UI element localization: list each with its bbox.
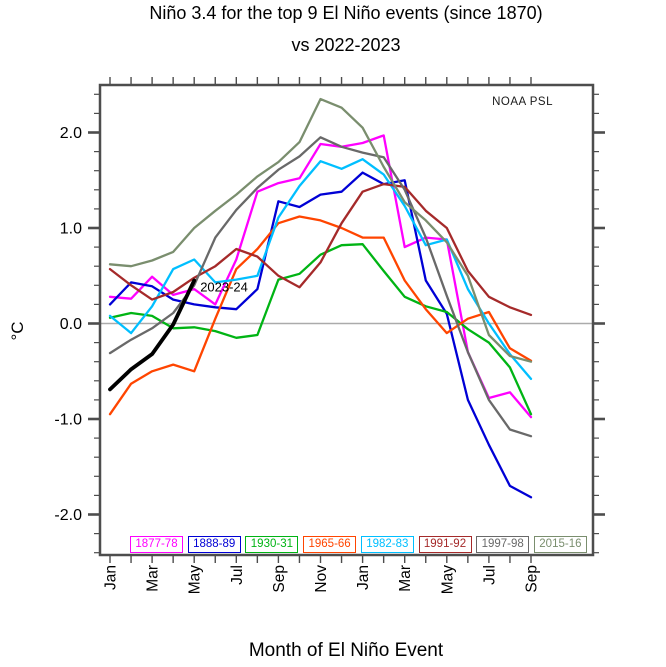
series-line-2015-16	[108, 97, 533, 363]
y-tick-label: 2.0	[60, 125, 82, 142]
x-tick-label: Mar	[145, 565, 162, 592]
watermark-noaa-psl: NOAA PSL	[492, 96, 553, 108]
legend-item-1982-83: 1982-83	[360, 536, 414, 553]
series-line-2023-24	[108, 278, 197, 392]
x-tick-label: May	[187, 565, 204, 595]
x-tick-label: May	[439, 565, 456, 595]
series-line-1997-98	[108, 136, 533, 438]
y-tick-label: -2.0	[54, 507, 82, 524]
legend-item-1991-92: 1991-92	[418, 536, 472, 553]
x-tick-label: Jul	[229, 565, 246, 585]
series-line-1877-78	[108, 134, 533, 419]
series-line-1982-83	[108, 158, 533, 381]
series-line-1991-92	[108, 182, 533, 317]
legend-item-2015-16: 2015-16	[533, 536, 587, 553]
x-axis-title: Month of El Niño Event	[248, 640, 444, 661]
y-axis-title: °C	[8, 321, 27, 341]
legend-item-1877-78: 1877-78	[130, 536, 183, 553]
x-tick-label: Mar	[397, 565, 414, 592]
plot-frame	[98, 83, 595, 557]
y-tick-label: 0.0	[60, 316, 82, 333]
x-tick-label: Sep	[271, 565, 288, 593]
series-annotation: 2023-24	[200, 280, 248, 295]
x-tick-label: Jul	[481, 565, 498, 585]
chart-title-line1: Niño 3.4 for the top 9 El Niño events (s…	[149, 3, 543, 23]
chart-title-line2: vs 2022-2023	[291, 35, 401, 55]
y-tick-label: 1.0	[60, 221, 82, 238]
series-line-1888-89	[108, 171, 533, 499]
legend-item-1997-98: 1997-98	[476, 536, 530, 553]
legend-item-1888-89: 1888-89	[187, 536, 241, 553]
y-tick-label: -1.0	[54, 412, 82, 429]
x-tick-label: Jan	[355, 565, 372, 590]
x-tick-label: Nov	[313, 565, 330, 593]
legend-item-1930-31: 1930-31	[245, 536, 299, 553]
x-tick-label: Sep	[524, 565, 541, 593]
legend-item-1965-66: 1965-66	[303, 536, 357, 553]
series-line-1965-66	[108, 215, 533, 416]
x-tick-label: Jan	[103, 565, 120, 590]
